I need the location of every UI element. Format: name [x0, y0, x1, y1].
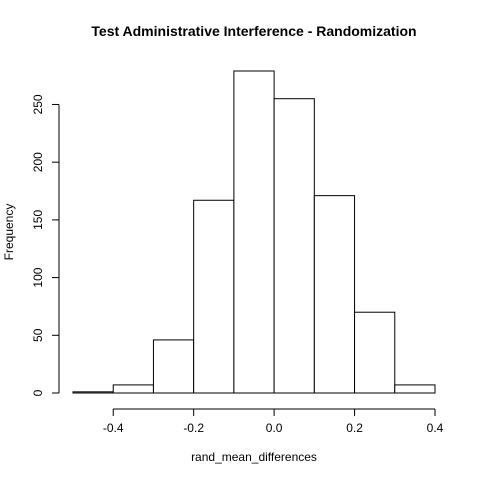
histogram-bar — [112, 384, 154, 394]
y-axis: 0 50 100 150 200 250 — [31, 94, 60, 396]
histogram-bar — [313, 195, 356, 394]
x-axis: -0.4 -0.2 0.0 0.2 0.4 — [103, 408, 444, 435]
y-tick-label: 200 — [31, 152, 45, 172]
y-tick-label: 50 — [31, 328, 45, 342]
histogram-bar — [273, 98, 315, 394]
x-tick-label: 0.4 — [427, 421, 444, 435]
chart-title: Test Administrative Interference - Rando… — [91, 23, 416, 39]
y-tick-label: 100 — [31, 267, 45, 287]
histogram-bar — [394, 384, 436, 394]
x-tick-label: 0.0 — [266, 421, 283, 435]
x-axis-label: rand_mean_differences — [191, 450, 317, 464]
histogram-bar — [233, 70, 275, 394]
histogram-bar — [193, 199, 235, 394]
histogram-bar — [354, 311, 396, 394]
bars-group — [72, 70, 436, 394]
y-tick-label: 250 — [31, 94, 45, 114]
x-tick-label: 0.2 — [346, 421, 363, 435]
x-tick-label: -0.2 — [183, 421, 204, 435]
histogram-bar — [72, 391, 114, 394]
y-tick-label: 150 — [31, 210, 45, 230]
histogram-bar — [152, 339, 195, 394]
x-tick-label: -0.4 — [103, 421, 124, 435]
y-axis-label: Frequency — [2, 204, 16, 261]
y-tick-label: 0 — [31, 389, 45, 396]
